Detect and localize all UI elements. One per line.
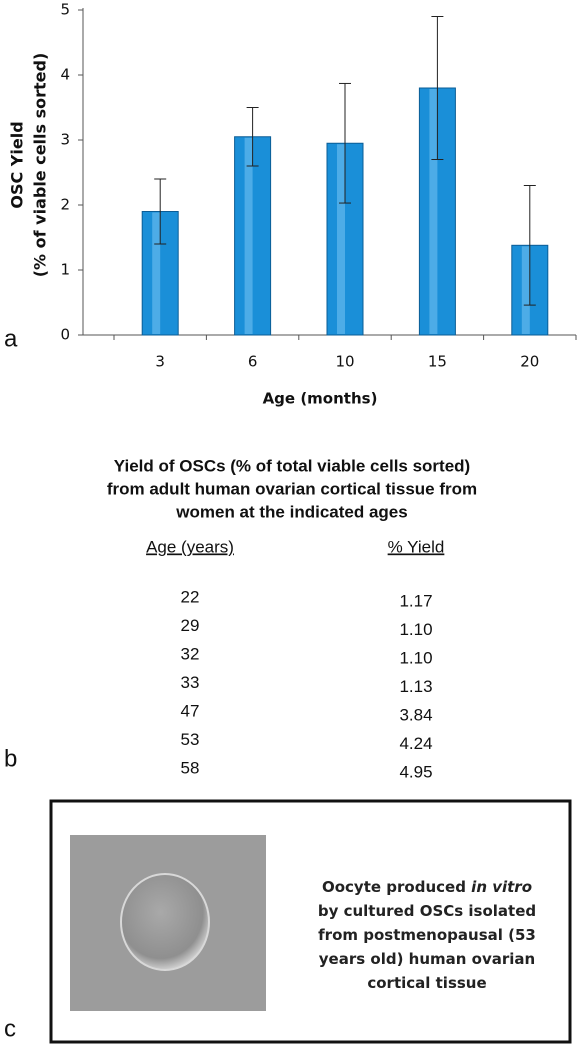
table-cell: 32 [181, 644, 200, 663]
panel-label: c [4, 1015, 16, 1042]
table-header: Age (years) [146, 537, 234, 556]
panel-frame [49, 799, 572, 1044]
panel-label: a [4, 325, 18, 352]
x-tick-label: 10 [335, 353, 354, 371]
y-tick-label: 5 [60, 1, 70, 19]
y-tick-label: 4 [60, 66, 70, 84]
table-header: % Yield [388, 537, 445, 556]
bar-highlight [521, 246, 530, 334]
x-tick-label: 20 [520, 353, 539, 371]
caption: Oocyte produced in vitro by cultured OSC… [292, 850, 562, 1020]
caption-text: by cultured OSCs isolated from postmenop… [317, 902, 537, 992]
table-cell: 4.24 [399, 734, 432, 753]
table-cell: 53 [181, 730, 200, 749]
oocyte [120, 873, 210, 971]
y-axis-label: (% of viable cells sorted) [31, 53, 50, 278]
table-title: Yield of OSCs (% of total viable cells s… [114, 456, 470, 475]
bar-highlight [152, 212, 161, 334]
table-cell: 33 [181, 673, 200, 692]
table-cell: 22 [181, 587, 200, 606]
panel-label: b [4, 745, 17, 772]
table-title: women at the indicated ages [175, 502, 407, 521]
y-tick-label: 1 [60, 261, 70, 279]
table-cell: 1.17 [399, 591, 432, 610]
table-title: from adult human ovarian cortical tissue… [107, 479, 477, 498]
y-axis-label: OSC Yield [8, 121, 27, 208]
x-tick-label: 6 [248, 353, 258, 371]
x-tick-label: 3 [155, 353, 165, 371]
table-cell: 4.95 [399, 762, 432, 781]
table-cell: 1.10 [399, 648, 432, 667]
bar-highlight [429, 89, 438, 334]
table-cell: 47 [181, 701, 200, 720]
table-cell: 1.10 [399, 620, 432, 639]
x-tick-label: 15 [428, 353, 447, 371]
caption-italic: in vitro [471, 878, 533, 896]
y-tick-label: 3 [60, 131, 70, 149]
table-cell: 58 [181, 758, 200, 777]
x-axis-label: Age (months) [263, 390, 378, 408]
table-cell: 3.84 [399, 705, 432, 724]
y-tick-label: 0 [60, 326, 70, 344]
bar-highlight [337, 144, 345, 334]
y-tick-label: 2 [60, 196, 70, 214]
table-cell: 29 [181, 616, 200, 635]
table-cell: 1.13 [399, 677, 432, 696]
bar-highlight [244, 137, 253, 334]
caption-text: Oocyte produced [321, 878, 466, 896]
